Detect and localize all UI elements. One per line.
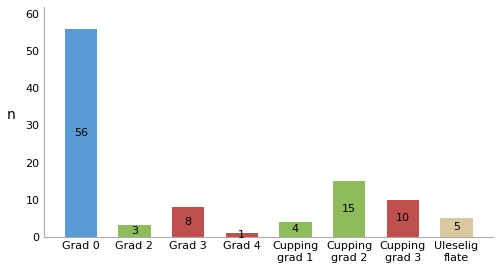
Bar [333, 181, 366, 237]
Y-axis label: n: n [7, 108, 16, 122]
Bar [280, 222, 312, 237]
Bar [440, 218, 472, 237]
Text: 4: 4 [292, 224, 299, 234]
Text: 3: 3 [131, 226, 138, 236]
Text: 15: 15 [342, 204, 356, 214]
Bar [386, 200, 419, 237]
Text: 5: 5 [453, 222, 460, 232]
Bar [172, 207, 204, 237]
Text: 8: 8 [184, 217, 192, 227]
Text: 10: 10 [396, 213, 410, 223]
Bar [64, 29, 97, 237]
Bar [226, 233, 258, 237]
Text: 1: 1 [238, 230, 246, 240]
Text: 56: 56 [74, 128, 88, 138]
Bar [118, 225, 150, 237]
